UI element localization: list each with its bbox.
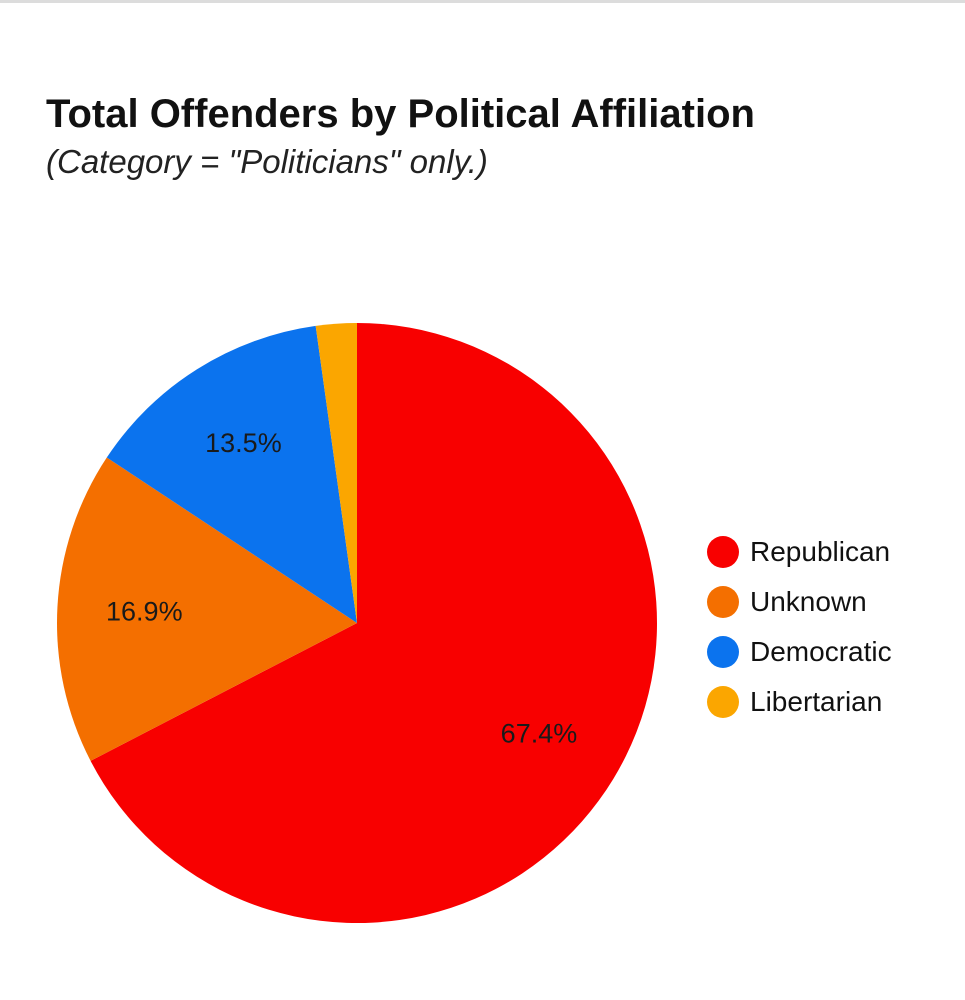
legend-label-libertarian: Libertarian: [750, 686, 883, 717]
pie-slice-libertarian: [315, 323, 357, 623]
pie-slice-republican: [90, 323, 658, 923]
legend-label-unknown: Unknown: [750, 586, 867, 617]
legend-swatch-democratic: [707, 636, 739, 668]
pie-slice-democratic: [106, 325, 358, 623]
chart-subtitle: (Category = "Politicians" only.): [46, 143, 488, 180]
chart-legend: Republican Unknown Democratic Libertarian: [707, 527, 892, 727]
legend-swatch-republican: [707, 536, 739, 568]
legend-item-unknown: Unknown: [707, 577, 892, 627]
data-label-republican: 67.4%: [501, 719, 578, 749]
top-divider: [0, 0, 965, 3]
legend-item-libertarian: Libertarian: [707, 677, 892, 727]
data-label-unknown: 16.9%: [106, 597, 183, 627]
chart-title: Total Offenders by Political Affiliation: [46, 92, 755, 136]
legend-item-democratic: Democratic: [707, 627, 892, 677]
data-label-democratic: 13.5%: [205, 428, 282, 458]
legend-item-republican: Republican: [707, 527, 892, 577]
pie-slice-unknown: [56, 457, 358, 761]
legend-swatch-unknown: [707, 586, 739, 618]
legend-swatch-libertarian: [707, 686, 739, 718]
legend-label-democratic: Democratic: [750, 636, 892, 667]
legend-label-republican: Republican: [750, 536, 891, 567]
